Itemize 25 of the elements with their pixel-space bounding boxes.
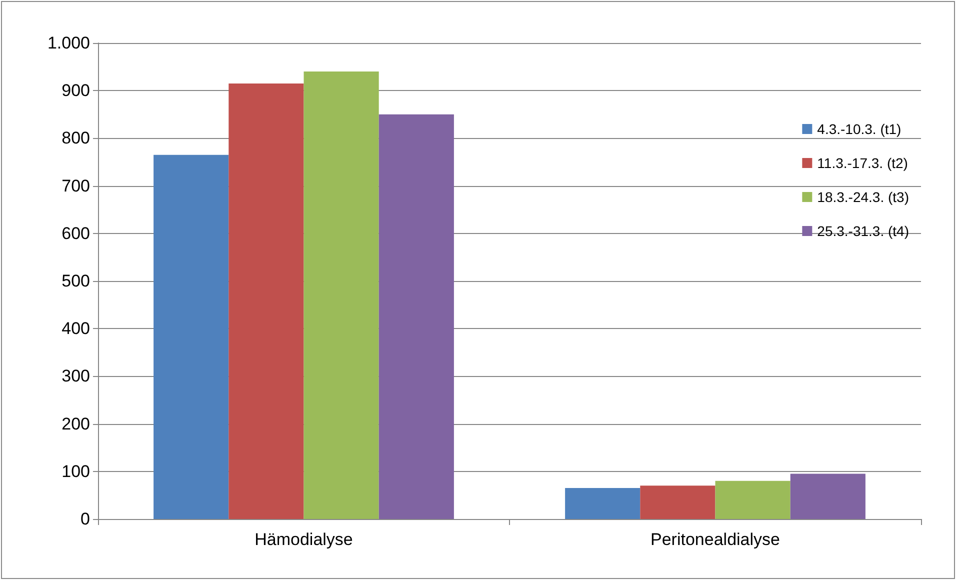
bar <box>154 154 229 519</box>
x-tick-label: Peritonealdialyse <box>650 530 780 549</box>
y-tick-label: 500 <box>62 272 90 290</box>
y-tick-label: 600 <box>62 224 90 243</box>
legend-label: 25.3.-31.3. (t4) <box>817 223 909 239</box>
y-tick-label: 900 <box>62 81 90 100</box>
bar <box>228 83 304 519</box>
y-tick-label: 0 <box>80 510 90 528</box>
y-tick-label: 300 <box>62 366 90 386</box>
bar <box>378 114 454 519</box>
bar <box>715 480 790 519</box>
bar <box>565 488 640 519</box>
y-tick-label: 400 <box>62 319 90 338</box>
legend-label: 18.3.-24.3. (t3) <box>817 189 909 205</box>
bar <box>790 474 866 519</box>
x-tick-label: Hämodialyse <box>254 530 353 549</box>
y-tick-label: 1.000 <box>47 34 90 52</box>
bar <box>640 486 716 519</box>
y-tick-label: 100 <box>62 462 90 481</box>
legend-label: 4.3.-10.3. (t1) <box>817 121 902 137</box>
y-tick-label: 800 <box>62 128 90 148</box>
legend-label: 11.3.-17.3. (t2) <box>817 155 908 171</box>
y-tick-label: 200 <box>62 414 90 434</box>
y-tick-label: 700 <box>62 176 90 196</box>
bar <box>304 72 379 519</box>
